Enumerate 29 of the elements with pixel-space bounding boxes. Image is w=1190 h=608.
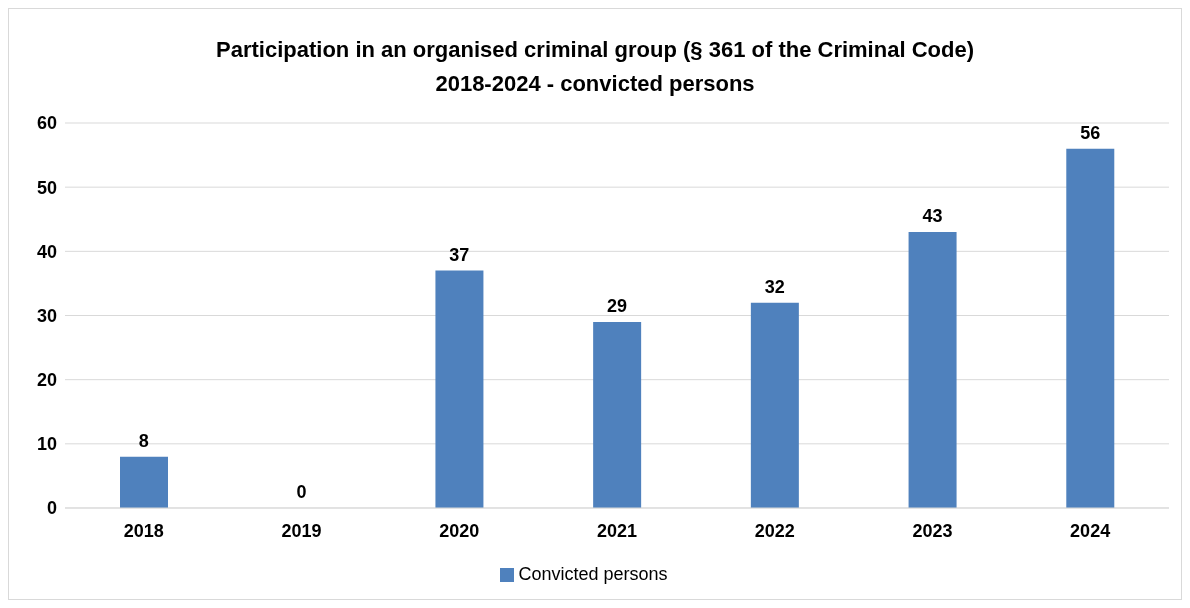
x-tick-label: 2018: [123, 520, 164, 541]
y-tick-label: 60: [36, 113, 57, 134]
data-label: 37: [449, 244, 470, 265]
x-tick-label: 2022: [754, 520, 795, 541]
bar: [908, 232, 957, 508]
bar: [1066, 148, 1115, 508]
y-tick-label: 20: [36, 370, 57, 391]
bar: [120, 456, 168, 508]
data-label: 29: [606, 295, 628, 316]
bar: [435, 270, 484, 508]
data-label: 32: [764, 276, 785, 297]
chart-title: Participation in an organised criminal group (§ 361 of the Criminal Code) 2018-2024 - convicted persons: [215, 36, 975, 98]
y-tick-label: 0: [46, 498, 57, 519]
data-label: 56: [1080, 122, 1101, 143]
y-tick-label: 30: [36, 305, 57, 326]
y-tick-label: 50: [36, 177, 57, 198]
bar: [750, 302, 799, 508]
legend-label: Convicted persons: [518, 564, 668, 584]
x-tick-label: 2023: [912, 520, 953, 541]
x-tick-label: 2021: [596, 520, 638, 541]
x-tick-label: 2019: [281, 520, 322, 541]
data-label: 43: [922, 206, 943, 227]
y-tick-label: 40: [36, 241, 57, 262]
bar: [593, 321, 642, 508]
data-label: 8: [138, 430, 149, 451]
data-label: 0: [296, 482, 307, 502]
x-tick-label: 2020: [439, 520, 480, 541]
x-tick-label: 2024: [1070, 520, 1111, 541]
y-tick-label: 10: [36, 434, 57, 455]
